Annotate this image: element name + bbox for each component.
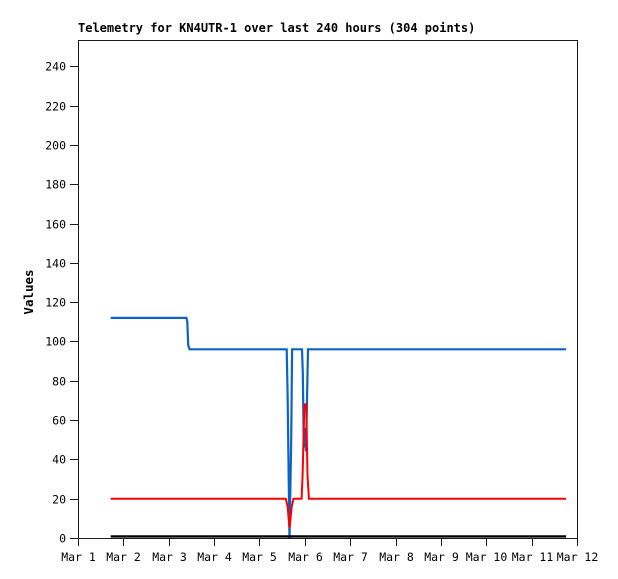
y-tick-label: 40 bbox=[52, 453, 66, 467]
telemetry-value-1-line bbox=[110, 316, 567, 539]
x-tick-label: Mar 8 bbox=[379, 550, 414, 564]
y-tick-label: 120 bbox=[45, 296, 66, 310]
plot-area-border bbox=[78, 40, 578, 539]
y-tick-label: 140 bbox=[45, 257, 66, 271]
chart-series bbox=[110, 316, 567, 539]
x-tick-label: Mar 9 bbox=[424, 550, 459, 564]
y-tick-label: 180 bbox=[45, 178, 66, 192]
chart-title: Telemetry for KN4UTR-1 over last 240 hou… bbox=[78, 21, 475, 35]
x-tick-label: Mar 5 bbox=[242, 550, 277, 564]
x-tick-label: Mar 2 bbox=[106, 550, 141, 564]
plot-border-rect bbox=[78, 40, 578, 539]
x-tick-label: Mar 3 bbox=[152, 550, 187, 564]
x-tick-label: Mar 4 bbox=[197, 550, 232, 564]
y-tick-label: 80 bbox=[52, 375, 66, 389]
y-axis-ticks: 0 20 40 60 80 100 120 140 160 180 200 220 240 bbox=[45, 60, 78, 546]
y-tick-label: 200 bbox=[45, 139, 66, 153]
x-tick-label: Mar 11 bbox=[512, 550, 554, 564]
y-tick-label: 100 bbox=[45, 335, 66, 349]
x-tick-label: Mar 6 bbox=[288, 550, 323, 564]
x-tick-label: Mar 7 bbox=[333, 550, 368, 564]
y-tick-label: 0 bbox=[59, 532, 66, 546]
y-tick-label: 60 bbox=[52, 414, 66, 428]
y-axis-label: Values bbox=[21, 269, 36, 314]
x-tick-label: Mar 1 bbox=[61, 550, 96, 564]
x-tick-label: Mar 12 bbox=[557, 550, 599, 564]
telemetry-value-2-line bbox=[110, 403, 567, 529]
x-axis-ticks: Mar 1 Mar 2 Mar 3 Mar 4 Mar 5 Mar 6 Mar 7 Mar 8… bbox=[61, 538, 598, 564]
y-tick-label: 20 bbox=[52, 493, 66, 507]
y-tick-label: 220 bbox=[45, 100, 66, 114]
x-tick-label: Mar 10 bbox=[466, 550, 508, 564]
y-tick-label: 160 bbox=[45, 218, 66, 232]
y-tick-label: 240 bbox=[45, 60, 66, 74]
